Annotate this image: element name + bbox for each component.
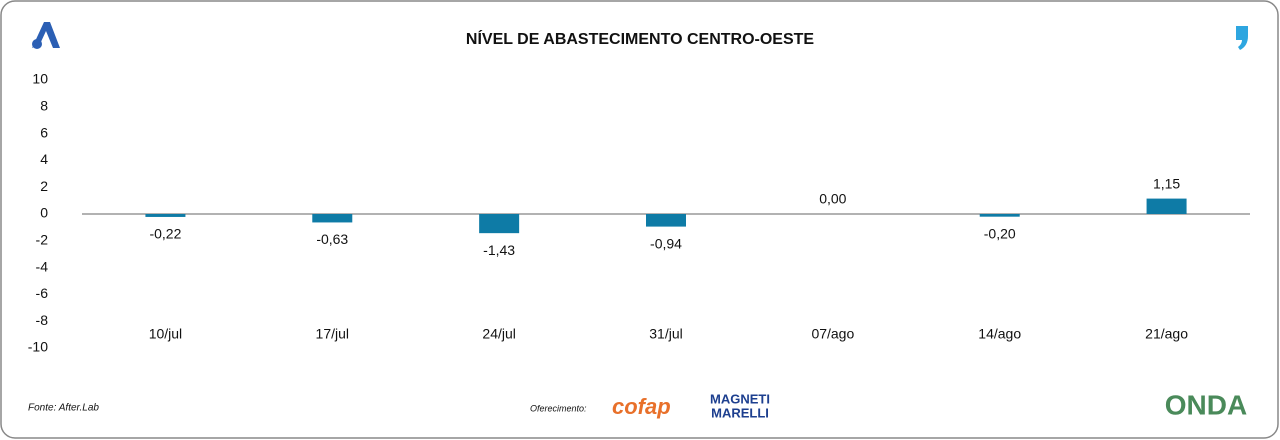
brand-logo: ONDA xyxy=(1165,389,1247,420)
value-label: -0,63 xyxy=(316,231,348,247)
bar xyxy=(1146,198,1187,214)
value-label: -1,43 xyxy=(483,242,515,258)
x-tick-label: 31/jul xyxy=(649,326,682,342)
y-tick-label: -8 xyxy=(36,312,49,328)
y-tick-label: -6 xyxy=(36,285,49,301)
value-label: -0,22 xyxy=(149,226,181,242)
x-tick-label: 24/jul xyxy=(482,326,515,342)
y-tick-label: 6 xyxy=(40,124,48,140)
y-tick-label: 4 xyxy=(40,151,48,167)
bar xyxy=(312,214,353,223)
chart-title: NÍVEL DE ABASTECIMENTO CENTRO-OESTE xyxy=(466,29,815,48)
value-label: 0,00 xyxy=(819,191,846,207)
y-tick-label: -2 xyxy=(36,232,49,248)
value-label: 1,15 xyxy=(1153,175,1180,191)
y-tick-label: 2 xyxy=(40,178,48,194)
source: Fonte: After.Lab xyxy=(28,403,99,414)
value-label: -0,94 xyxy=(650,235,682,251)
x-tick-label: 14/ago xyxy=(978,326,1021,342)
sponsor-logo: MAGNETI xyxy=(710,391,770,406)
logo-comma xyxy=(1236,26,1248,50)
y-tick-label: -4 xyxy=(36,258,49,274)
y-tick-label: -10 xyxy=(28,339,48,355)
bar xyxy=(145,214,186,217)
y-tick-label: 10 xyxy=(32,71,48,87)
bar xyxy=(979,214,1020,217)
sponsor-label: Oferecimento: xyxy=(530,403,587,413)
bar xyxy=(646,214,686,227)
value-label: -0,20 xyxy=(984,225,1016,241)
x-tick-label: 17/jul xyxy=(316,326,349,342)
x-tick-label: 07/ago xyxy=(811,326,854,342)
y-tick-label: 8 xyxy=(40,98,48,114)
y-tick-label: 0 xyxy=(40,205,48,221)
logo-a xyxy=(32,22,60,49)
sponsor-logo: MARELLI xyxy=(711,405,769,420)
x-tick-label: 21/ago xyxy=(1145,326,1188,342)
bar xyxy=(479,214,520,234)
x-tick-label: 10/jul xyxy=(149,326,182,342)
sponsor-logo: cofap xyxy=(612,394,671,419)
